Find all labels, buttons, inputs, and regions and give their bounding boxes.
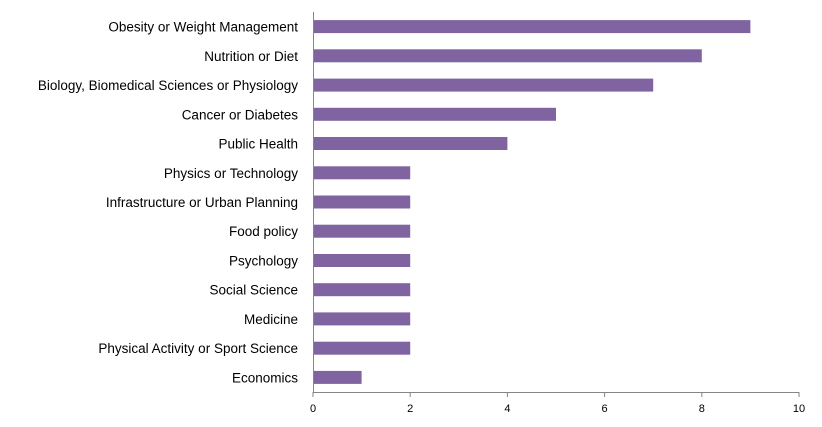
category-label: Obesity or Weight Management <box>108 20 298 35</box>
bar <box>313 312 411 326</box>
x-tick-label: 10 <box>793 403 805 415</box>
bar <box>313 78 654 92</box>
bar <box>313 283 411 297</box>
x-axis-ticks: 0 2 4 6 8 10 <box>310 392 805 415</box>
category-label: Public Health <box>218 137 298 152</box>
bar <box>313 49 702 63</box>
category-label: Biology, Biomedical Sciences or Physiolo… <box>38 78 298 93</box>
x-tick-label: 2 <box>407 403 413 415</box>
bar <box>313 166 411 180</box>
category-label: Psychology <box>229 254 298 269</box>
bar <box>313 224 411 238</box>
category-label: Physics or Technology <box>164 166 298 181</box>
x-tick-label: 8 <box>699 403 705 415</box>
x-tick-label: 6 <box>602 403 608 415</box>
category-label: Medicine <box>244 312 298 327</box>
x-tick-label: 4 <box>504 403 510 415</box>
category-label: Infrastructure or Urban Planning <box>106 195 298 210</box>
category-label: Food policy <box>229 224 298 239</box>
category-labels: Obesity or Weight Management Nutrition or… <box>38 20 298 386</box>
bars-group <box>313 20 751 384</box>
category-label: Social Science <box>209 283 298 298</box>
x-tick-label: 0 <box>310 403 316 415</box>
bar <box>313 370 362 384</box>
category-label: Cancer or Diabetes <box>182 107 299 122</box>
bar <box>313 137 508 150</box>
bar <box>313 20 751 34</box>
bar <box>313 341 411 355</box>
bar <box>313 107 556 121</box>
category-label: Economics <box>232 370 298 385</box>
bar <box>313 254 411 267</box>
bar <box>313 195 411 209</box>
category-label: Nutrition or Diet <box>204 49 298 64</box>
category-label: Physical Activity or Sport Science <box>98 341 298 356</box>
